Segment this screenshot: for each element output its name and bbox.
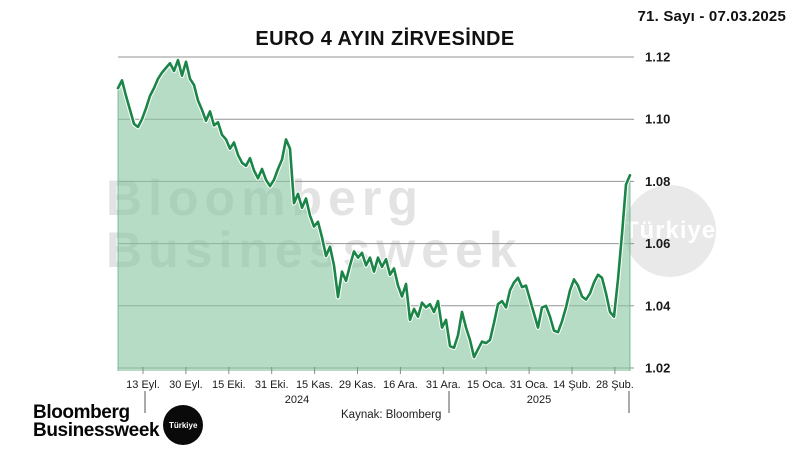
- price-line: [116, 58, 632, 359]
- issue-number-date: 71. Sayı - 07.03.2025: [637, 8, 786, 25]
- x-tick-label: 31 Eki.: [255, 379, 289, 391]
- logo-line1: Bloomberg: [33, 402, 130, 423]
- x-tick-label: 15 Kas.: [296, 379, 333, 391]
- watermark-turkiye-label: Türkiye: [623, 217, 717, 244]
- x-tick-label: 28 Şub.: [596, 379, 634, 391]
- x-tick-label: 16 Ara.: [383, 379, 418, 391]
- year-label-2025: 2025: [527, 394, 551, 406]
- source-label: Kaynak: Bloomberg: [341, 409, 442, 421]
- logo-text: Bloomberg Businessweek: [33, 402, 160, 441]
- y-tick-label: 1.10: [645, 112, 670, 127]
- chart-title: EURO 4 AYIN ZİRVESİNDE: [255, 28, 515, 50]
- y-tick-label: 1.08: [645, 174, 670, 189]
- x-tick-label: 13 Eyl.: [126, 379, 160, 391]
- x-axis: 13 Eyl. 30 Eyl. 15 Eki. 31 Eki. 15 Kas. 29 Ka…: [126, 367, 634, 391]
- x-tick-label: 15 Oca.: [467, 379, 506, 391]
- x-tick-label: 30 Eyl.: [169, 379, 203, 391]
- x-tick-label: 14 Şub.: [553, 379, 591, 391]
- y-axis-labels: 1.12 1.10 1.08 1.06 1.04 1.02: [645, 50, 671, 376]
- year-label-2024: 2024: [285, 394, 309, 406]
- y-tick-label: 1.04: [645, 298, 671, 313]
- x-tick-label: 29 Kas.: [339, 379, 376, 391]
- y-tick-label: 1.02: [645, 361, 670, 376]
- x-tick-label: 31 Oca.: [510, 379, 549, 391]
- x-tick-label: 15 Eki.: [212, 379, 246, 391]
- y-tick-label: 1.06: [645, 236, 670, 251]
- x-tick-label: 31 Ara.: [426, 379, 461, 391]
- logo-turkiye-badge: Türkiye: [163, 405, 204, 445]
- logo-turkiye-label: Türkiye: [168, 420, 198, 430]
- y-tick-label: 1.12: [645, 50, 670, 65]
- bloomberg-businessweek-logo: Bloomberg Businessweek Türkiye: [33, 402, 204, 445]
- year-axis: 2024 2025: [144, 391, 630, 413]
- area-fill: [118, 60, 630, 371]
- watermark-turkiye-badge: Türkiye: [624, 185, 716, 277]
- logo-line2: Businessweek: [33, 420, 160, 441]
